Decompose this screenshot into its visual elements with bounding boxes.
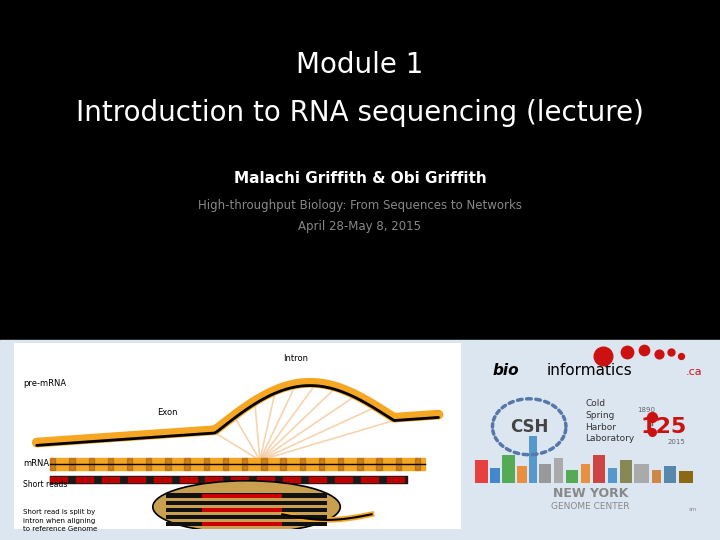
- Text: NEW YORK: NEW YORK: [553, 487, 628, 500]
- FancyBboxPatch shape: [202, 522, 282, 526]
- Bar: [620, 460, 632, 483]
- Text: 1890: 1890: [638, 407, 656, 413]
- Bar: [490, 468, 500, 483]
- Text: Module 1: Module 1: [297, 51, 423, 79]
- Text: 125: 125: [641, 417, 687, 437]
- Bar: [678, 471, 693, 483]
- FancyBboxPatch shape: [166, 515, 327, 519]
- Point: [639, 346, 650, 355]
- Point: [665, 348, 677, 356]
- Bar: [652, 470, 662, 483]
- Bar: [539, 464, 552, 483]
- Point: [597, 352, 608, 360]
- Bar: [566, 470, 578, 483]
- Point: [675, 352, 687, 360]
- FancyBboxPatch shape: [202, 508, 282, 512]
- Text: CSH: CSH: [510, 418, 549, 436]
- Bar: [475, 460, 487, 483]
- FancyBboxPatch shape: [166, 501, 327, 505]
- Text: Exon: Exon: [157, 408, 178, 417]
- Text: Intron: Intron: [283, 354, 308, 363]
- Bar: [554, 458, 564, 483]
- Bar: [608, 468, 617, 483]
- Bar: [580, 464, 590, 483]
- Point: [646, 413, 657, 422]
- Text: pre-mRNA: pre-mRNA: [23, 380, 66, 388]
- Text: High-throughput Biology: From Sequences to Networks: High-throughput Biology: From Sequences …: [198, 199, 522, 212]
- Bar: [664, 466, 676, 483]
- Bar: [634, 464, 649, 483]
- Bar: [503, 455, 515, 483]
- Text: Malachi Griffith & Obi Griffith: Malachi Griffith & Obi Griffith: [233, 171, 487, 186]
- FancyBboxPatch shape: [166, 529, 327, 534]
- Text: Cold
Spring
Harbor
Laboratory: Cold Spring Harbor Laboratory: [585, 399, 635, 443]
- Point: [621, 348, 633, 356]
- Text: mRNA: mRNA: [23, 458, 50, 468]
- Text: bio: bio: [492, 363, 519, 379]
- Text: informatics: informatics: [546, 363, 632, 379]
- Text: 2015: 2015: [667, 438, 685, 444]
- Text: sm: sm: [689, 507, 698, 512]
- Bar: [529, 436, 536, 483]
- FancyBboxPatch shape: [202, 494, 282, 497]
- Text: Introduction to RNA sequencing (lecture): Introduction to RNA sequencing (lecture): [76, 99, 644, 127]
- Bar: [517, 466, 527, 483]
- FancyBboxPatch shape: [166, 522, 327, 526]
- Text: April 28-May 8, 2015: April 28-May 8, 2015: [299, 220, 421, 233]
- Text: Short reads: Short reads: [23, 480, 68, 489]
- Bar: [593, 455, 605, 483]
- FancyBboxPatch shape: [166, 508, 327, 512]
- Text: Short read is split by
intron when aligning
to reference Genome: Short read is split by intron when align…: [23, 509, 98, 532]
- Text: .ca: .ca: [686, 367, 703, 377]
- Point: [653, 350, 665, 359]
- Ellipse shape: [153, 481, 341, 533]
- FancyBboxPatch shape: [166, 494, 327, 498]
- Point: [646, 428, 657, 437]
- Text: GENOME CENTER: GENOME CENTER: [551, 502, 630, 511]
